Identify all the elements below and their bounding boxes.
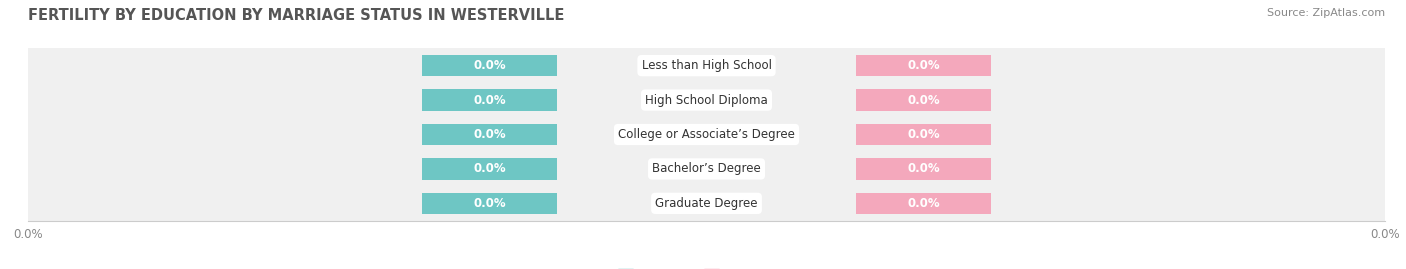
Text: 0.0%: 0.0% (907, 128, 941, 141)
Text: Less than High School: Less than High School (641, 59, 772, 72)
Bar (422, 89, 557, 111)
Bar (422, 55, 557, 76)
Text: 0.0%: 0.0% (472, 59, 506, 72)
Text: Source: ZipAtlas.com: Source: ZipAtlas.com (1267, 8, 1385, 18)
Text: 0.0%: 0.0% (472, 162, 506, 175)
Bar (422, 158, 557, 180)
Bar (28, 152, 1385, 186)
Bar (28, 117, 1385, 152)
Bar (28, 83, 1385, 117)
Bar (856, 158, 991, 180)
Bar (28, 48, 1385, 83)
Text: College or Associate’s Degree: College or Associate’s Degree (619, 128, 794, 141)
Legend: Married, Unmarried: Married, Unmarried (613, 264, 800, 269)
Text: 0.0%: 0.0% (907, 59, 941, 72)
Text: 0.0%: 0.0% (907, 162, 941, 175)
Text: 0.0%: 0.0% (907, 94, 941, 107)
Bar (856, 55, 991, 76)
Text: 0.0%: 0.0% (472, 94, 506, 107)
Text: 0.0%: 0.0% (472, 128, 506, 141)
Bar (856, 193, 991, 214)
Text: FERTILITY BY EDUCATION BY MARRIAGE STATUS IN WESTERVILLE: FERTILITY BY EDUCATION BY MARRIAGE STATU… (28, 8, 564, 23)
Text: Bachelor’s Degree: Bachelor’s Degree (652, 162, 761, 175)
Text: Graduate Degree: Graduate Degree (655, 197, 758, 210)
Bar (28, 186, 1385, 221)
Bar (856, 89, 991, 111)
Text: 0.0%: 0.0% (907, 197, 941, 210)
Text: High School Diploma: High School Diploma (645, 94, 768, 107)
Bar (856, 124, 991, 145)
Bar (422, 193, 557, 214)
Text: 0.0%: 0.0% (472, 197, 506, 210)
Bar (422, 124, 557, 145)
